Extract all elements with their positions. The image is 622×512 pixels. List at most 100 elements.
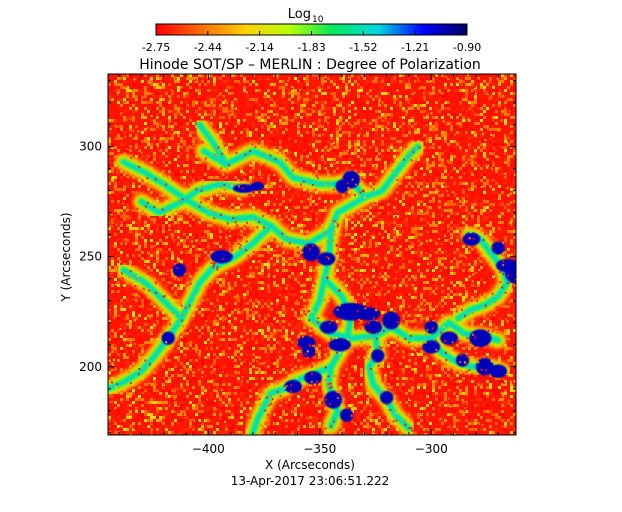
heatmap-cell [258, 89, 261, 92]
heatmap-cell [450, 221, 453, 224]
heatmap-cell [258, 248, 261, 251]
heatmap-cell [447, 164, 450, 167]
heatmap-cell [285, 197, 288, 200]
heatmap-cell [177, 89, 180, 92]
heatmap-cell [483, 89, 486, 92]
heatmap-cell [483, 140, 486, 143]
heatmap-cell [291, 95, 294, 98]
heatmap-cell [132, 242, 135, 245]
heatmap-cell [255, 134, 258, 137]
heatmap-cell [228, 110, 231, 113]
heatmap-cell [513, 146, 516, 149]
heatmap-cell [456, 236, 459, 239]
heatmap-cell [345, 98, 348, 101]
heatmap-cell [231, 116, 234, 119]
heatmap-cell [504, 236, 507, 239]
heatmap-cell [258, 83, 261, 86]
heatmap-cell [267, 83, 270, 86]
heatmap-cell [378, 143, 381, 146]
heatmap-cell [300, 110, 303, 113]
heatmap-cell [393, 122, 396, 125]
heatmap-cell [342, 266, 345, 269]
heatmap-cell [366, 113, 369, 116]
heatmap-cell [483, 143, 486, 146]
heatmap-cell [423, 227, 426, 230]
heatmap-cell [279, 149, 282, 152]
heatmap-cell [474, 152, 477, 155]
heatmap-cell [120, 260, 123, 263]
heatmap-cell [456, 233, 459, 236]
heatmap-cell [312, 161, 315, 164]
heatmap-cell [195, 215, 198, 218]
heatmap-cell [120, 191, 123, 194]
heatmap-cell [345, 167, 348, 170]
heatmap-cell [267, 131, 270, 134]
heatmap-cell [138, 233, 141, 236]
heatmap-cell [270, 263, 273, 266]
heatmap-cell [246, 89, 249, 92]
heatmap-cell [447, 242, 450, 245]
heatmap-cell [198, 242, 201, 245]
heatmap-cell [309, 125, 312, 128]
heatmap-cell [360, 170, 363, 173]
heatmap-cell [390, 242, 393, 245]
heatmap-cell [489, 227, 492, 230]
heatmap-cell [195, 89, 198, 92]
heatmap-cell [465, 98, 468, 101]
heatmap-cell [198, 107, 201, 110]
heatmap-cell [450, 263, 453, 266]
heatmap-cell [282, 206, 285, 209]
heatmap-cell [447, 200, 450, 203]
heatmap-cell [510, 149, 513, 152]
heatmap-cell [213, 101, 216, 104]
heatmap-cell [222, 131, 225, 134]
heatmap-cell [435, 182, 438, 185]
heatmap-cell [324, 149, 327, 152]
heatmap-cell [465, 185, 468, 188]
heatmap-cell [513, 104, 516, 107]
heatmap-cell [144, 191, 147, 194]
heatmap-cell [459, 266, 462, 269]
heatmap-cell [285, 263, 288, 266]
heatmap-cell [135, 155, 138, 158]
heatmap-cell [498, 221, 501, 224]
heatmap-cell [393, 146, 396, 149]
heatmap-cell [354, 251, 357, 254]
heatmap-cell [132, 128, 135, 131]
heatmap-cell [117, 203, 120, 206]
heatmap-cell [456, 251, 459, 254]
heatmap-cell [120, 131, 123, 134]
heatmap-cell [411, 242, 414, 245]
heatmap-cell [180, 227, 183, 230]
heatmap-cell [492, 119, 495, 122]
heatmap-cell [417, 179, 420, 182]
heatmap-cell [492, 86, 495, 89]
heatmap-cell [282, 86, 285, 89]
heatmap-cell [150, 119, 153, 122]
heatmap-cell [471, 269, 474, 272]
heatmap-cell [339, 251, 342, 254]
heatmap-cell [432, 164, 435, 167]
heatmap-cell [315, 170, 318, 173]
heatmap-cell [402, 191, 405, 194]
heatmap-cell [465, 218, 468, 221]
heatmap-cell [120, 128, 123, 131]
heatmap-cell [321, 158, 324, 161]
heatmap-cell [252, 206, 255, 209]
heatmap-cell [492, 158, 495, 161]
heatmap-cell [243, 260, 246, 263]
heatmap-cell [258, 269, 261, 272]
heatmap-cell [492, 116, 495, 119]
heatmap-cell [210, 110, 213, 113]
heatmap-cell [369, 170, 372, 173]
heatmap-cell [141, 92, 144, 95]
heatmap-cell [132, 254, 135, 257]
heatmap-cell [171, 119, 174, 122]
heatmap-cell [402, 209, 405, 212]
heatmap-cell [408, 260, 411, 263]
heatmap-cell [450, 155, 453, 158]
heatmap-cell [126, 191, 129, 194]
heatmap-cell [150, 191, 153, 194]
heatmap-cell [303, 266, 306, 269]
heatmap-cell [366, 233, 369, 236]
